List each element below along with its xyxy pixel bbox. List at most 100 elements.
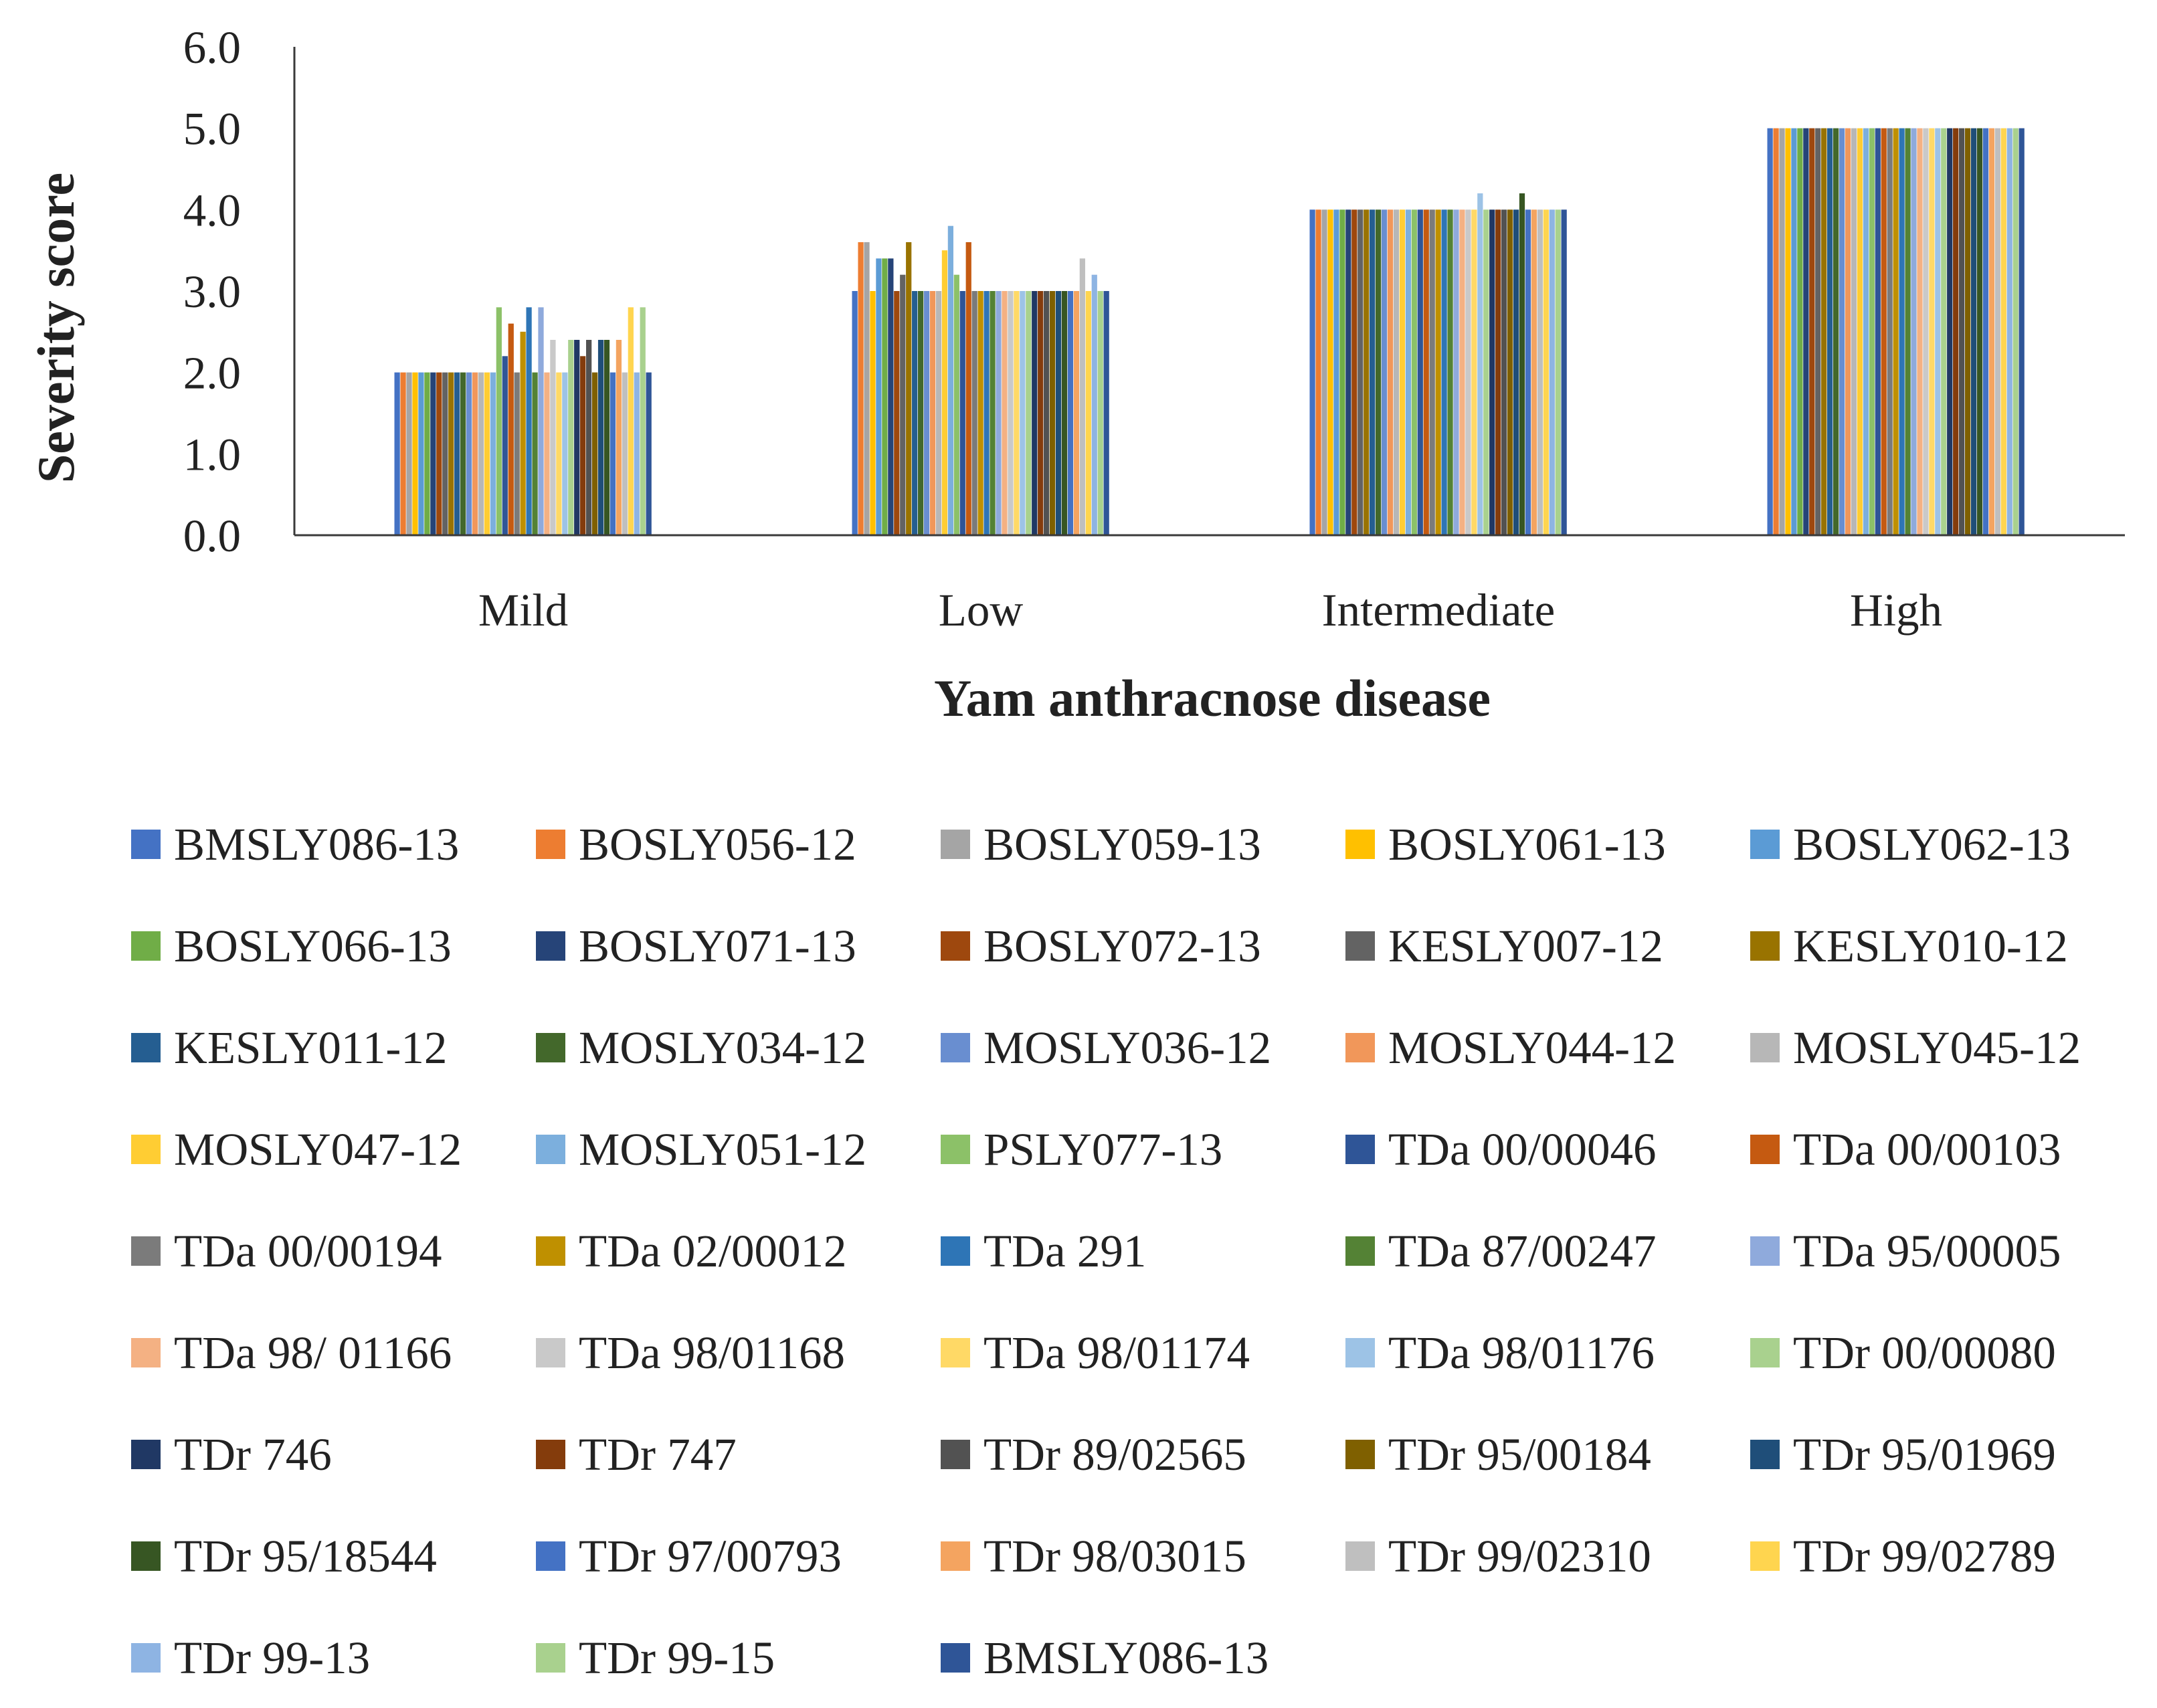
- legend-item: TDa 95/00005: [1750, 1224, 2061, 1278]
- legend-swatch: [536, 1643, 565, 1673]
- bar: [412, 372, 418, 535]
- bar: [1773, 128, 1779, 536]
- bar: [1911, 128, 1917, 536]
- legend-label: MOSLY044-12: [1388, 1022, 1677, 1073]
- legend-swatch: [536, 1135, 565, 1164]
- bar: [1459, 209, 1465, 535]
- bar: [478, 372, 484, 535]
- bar: [1453, 209, 1459, 535]
- legend-item: TDa 00/00046: [1345, 1123, 1657, 1176]
- legend-label: TDa 87/00247: [1388, 1226, 1657, 1276]
- bar: [1032, 291, 1038, 535]
- legend-item: TDa 98/01168: [536, 1326, 845, 1380]
- legend-label: BMSLY086-13: [174, 819, 460, 870]
- bar: [1767, 128, 1773, 536]
- bar: [1026, 291, 1032, 535]
- bar: [502, 356, 508, 535]
- bar: [894, 291, 900, 535]
- bar: [424, 372, 430, 535]
- legend-label: TDr 95/00184: [1388, 1429, 1651, 1480]
- bar: [1435, 209, 1441, 535]
- legend-item: TDa 98/ 01166: [131, 1326, 452, 1380]
- bar: [1038, 291, 1044, 535]
- legend-label: TDa 95/00005: [1793, 1226, 2061, 1276]
- legend-item: BOSLY066-13: [131, 919, 452, 973]
- bar: [460, 372, 466, 535]
- bar: [923, 291, 930, 535]
- legend-swatch: [536, 1033, 565, 1062]
- bar: [1543, 209, 1549, 535]
- legend-swatch: [131, 931, 161, 961]
- bars: [394, 128, 2025, 536]
- bar: [1055, 291, 1062, 535]
- legend-swatch: [1750, 1541, 1780, 1571]
- bar: [1447, 209, 1453, 535]
- legend-label: TDr 99/02789: [1793, 1531, 2056, 1582]
- bar: [418, 372, 424, 535]
- legend-swatch: [941, 1541, 970, 1571]
- y-tick-label: 1.0: [183, 429, 241, 480]
- y-tick-label: 2.0: [183, 348, 241, 399]
- bar: [1345, 209, 1351, 535]
- legend-swatch: [131, 1643, 161, 1673]
- bar: [496, 307, 502, 535]
- legend-swatch: [131, 1338, 161, 1367]
- bar: [1483, 209, 1489, 535]
- legend-label: TDr 746: [174, 1429, 332, 1480]
- y-tick-label: 6.0: [183, 22, 241, 73]
- legend-item: TDr 95/00184: [1345, 1428, 1651, 1481]
- legend-item: MOSLY051-12: [536, 1123, 866, 1176]
- bar: [1097, 291, 1103, 535]
- legend-swatch: [1750, 1338, 1780, 1367]
- bar: [1495, 209, 1501, 535]
- bar: [858, 242, 864, 535]
- bar: [1887, 128, 1893, 536]
- bar: [1381, 209, 1388, 535]
- bar: [1905, 128, 1911, 536]
- bar: [574, 340, 580, 535]
- bar: [1537, 209, 1543, 535]
- legend-item: TDa 87/00247: [1345, 1224, 1657, 1278]
- legend-swatch: [941, 1033, 970, 1062]
- bar: [983, 291, 990, 535]
- bar: [1857, 128, 1863, 536]
- legend-item: TDa 00/00194: [131, 1224, 442, 1278]
- bar: [1477, 193, 1483, 535]
- bar: [1327, 209, 1333, 535]
- y-tick-label: 0.0: [183, 510, 241, 561]
- bar: [1399, 209, 1406, 535]
- x-tick-label: High: [1850, 585, 1942, 636]
- legend-label: TDr 98/03015: [983, 1531, 1246, 1582]
- bar: [514, 372, 520, 535]
- legend-swatch: [941, 830, 970, 859]
- legend-item: TDr 98/03015: [941, 1529, 1246, 1583]
- legend-item: TDr 99/02789: [1750, 1529, 2056, 1583]
- bar: [1988, 128, 1995, 536]
- bar: [597, 340, 604, 535]
- bar: [1785, 128, 1791, 536]
- y-tick-label: 3.0: [183, 266, 241, 317]
- bar: [1020, 291, 1026, 535]
- legend-label: TDa 00/00194: [174, 1226, 442, 1276]
- bar: [1869, 128, 1875, 536]
- legend-item: BOSLY071-13: [536, 919, 856, 973]
- legend-item: KESLY007-12: [1345, 919, 1663, 973]
- bar: [394, 372, 400, 535]
- bar: [1982, 128, 1989, 536]
- legend-label: MOSLY047-12: [174, 1124, 462, 1175]
- legend-swatch: [1750, 1440, 1780, 1469]
- bar: [616, 340, 622, 535]
- bar: [1947, 128, 1953, 536]
- bar: [1405, 209, 1411, 535]
- legend-label: TDa 98/ 01166: [174, 1327, 452, 1378]
- legend-item: MOSLY045-12: [1750, 1021, 2081, 1074]
- y-axis-label: Severity score: [27, 173, 85, 483]
- bar: [1049, 291, 1056, 535]
- bar: [882, 258, 888, 535]
- bar: [1489, 209, 1495, 535]
- legend-item: TDr 99-15: [536, 1631, 775, 1685]
- legend-swatch: [131, 830, 161, 859]
- bar: [1803, 128, 1809, 536]
- bar: [1845, 128, 1851, 536]
- legend-swatch: [536, 1541, 565, 1571]
